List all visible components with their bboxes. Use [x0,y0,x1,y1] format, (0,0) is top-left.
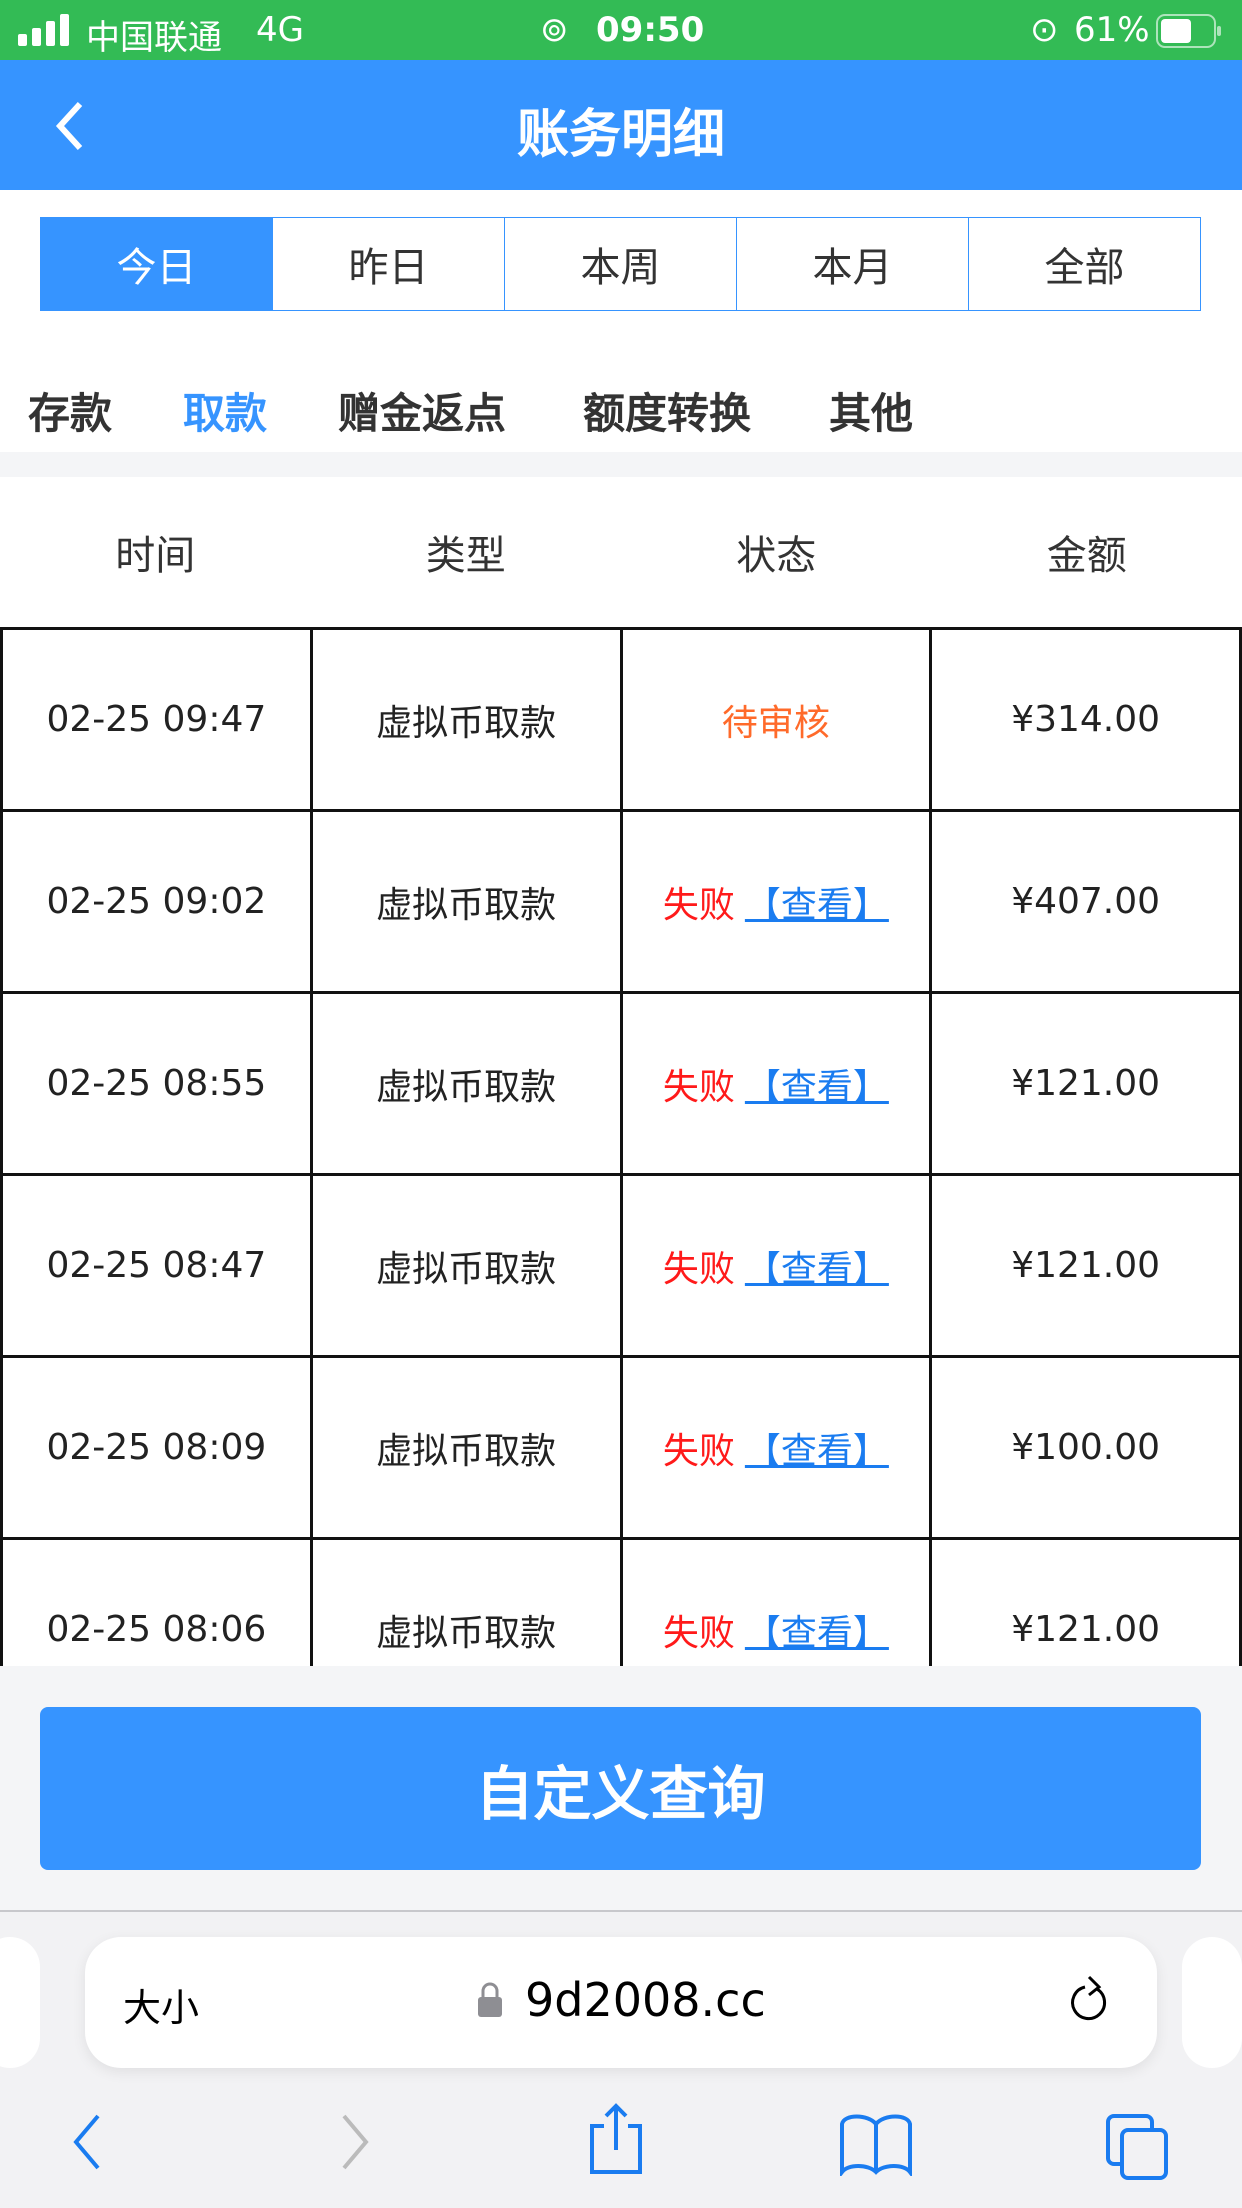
address-bar[interactable]: 大小 9d2008.cc [85,1937,1157,2068]
view-link[interactable]: 【查看】 [744,1248,889,1290]
custom-query-button[interactable]: 自定义查询 [40,1707,1201,1870]
table-row: 02-25 08:47 虚拟币取款 失败 【查看】 ¥121.00 [0,1173,1242,1358]
category-withdraw[interactable]: 取款 [183,389,268,438]
cell-type: 虚拟币取款 [309,809,623,994]
status-text: 失败 [662,884,735,926]
cell-status: 失败 【查看】 [619,1355,933,1540]
cell-status: 待审核 [619,627,933,812]
date-tabs: 今日 昨日 本周 本月 全部 [40,217,1201,311]
view-link[interactable]: 【查看】 [744,1066,889,1108]
app-header: 账务明细 [0,60,1242,190]
tab-yesterday[interactable]: 昨日 [272,218,504,310]
share-icon[interactable] [584,2102,648,2176]
cell-status: 失败 【查看】 [619,991,933,1176]
view-link[interactable]: 【查看】 [744,1612,889,1654]
lock-icon [478,1982,502,2017]
cell-time: 02-25 08:06 [0,1537,313,1666]
cell-amount: ¥407.00 [929,809,1242,994]
cell-amount: ¥314.00 [929,627,1242,812]
cell-time: 02-25 09:47 [0,627,313,812]
cell-time: 02-25 08:55 [0,991,313,1176]
back-icon[interactable] [50,98,90,154]
col-time: 时间 [115,533,196,579]
cell-status: 失败 【查看】 [619,809,933,994]
status-text: 失败 [662,1430,735,1472]
cell-amount: ¥121.00 [929,991,1242,1176]
status-bar: 中国联通 4G ⊚ 09:50 ⊙ 61% [0,0,1242,60]
forward-nav-icon[interactable] [336,2112,376,2172]
cell-time: 02-25 09:02 [0,809,313,994]
link-icon: ⊚ [540,10,569,50]
tab-month[interactable]: 本月 [736,218,968,310]
bottom-area: 自定义查询 [0,1666,1242,1911]
divider [0,452,1242,477]
status-text: 失败 [662,1066,735,1108]
clock: 09:50 [596,10,705,50]
category-deposit[interactable]: 存款 [28,389,113,438]
network: 4G [256,10,304,50]
carrier: 中国联通 [86,18,222,58]
table-row: 02-25 08:06 虚拟币取款 失败 【查看】 ¥121.00 [0,1537,1242,1666]
status-text: 失败 [662,1612,735,1654]
browser-bar: 大小 9d2008.cc [0,1910,1242,2208]
next-tab-preview[interactable] [1182,1937,1242,2068]
cell-type: 虚拟币取款 [309,1537,623,1666]
status-text: 待审核 [721,702,830,744]
text-size-button[interactable]: 大小 [123,1986,200,2030]
battery-icon [1156,14,1221,48]
col-type: 类型 [425,533,506,579]
cell-time: 02-25 08:47 [0,1173,313,1358]
table-row: 02-25 09:02 虚拟币取款 失败 【查看】 ¥407.00 [0,809,1242,994]
page-title: 账务明细 [516,105,725,165]
cell-amount: ¥121.00 [929,1173,1242,1358]
battery-percent: 61% [1074,10,1150,50]
bookmarks-icon[interactable] [838,2112,914,2176]
cell-type: 虚拟币取款 [309,1173,623,1358]
table-row: 02-25 08:55 虚拟币取款 失败 【查看】 ¥121.00 [0,991,1242,1176]
category-transfer[interactable]: 额度转换 [583,389,752,438]
table-header: 时间 类型 状态 金额 [0,477,1242,627]
rotation-lock-icon: ⊙ [1030,10,1059,50]
view-link[interactable]: 【查看】 [744,884,889,926]
table-row: 02-25 08:09 虚拟币取款 失败 【查看】 ¥100.00 [0,1355,1242,1540]
category-bonus[interactable]: 赠金返点 [338,389,507,438]
tab-all[interactable]: 全部 [968,218,1200,310]
tab-today[interactable]: 今日 [41,218,272,310]
cell-amount: ¥100.00 [929,1355,1242,1540]
back-nav-icon[interactable] [66,2112,106,2172]
reload-icon[interactable] [1065,1973,1115,2029]
cell-type: 虚拟币取款 [309,1355,623,1540]
signal-icon [18,14,69,46]
view-link[interactable]: 【查看】 [744,1430,889,1472]
col-status: 状态 [736,533,817,579]
tab-week[interactable]: 本周 [504,218,736,310]
cell-amount: ¥121.00 [929,1537,1242,1666]
url-domain: 9d2008.cc [525,1973,766,2027]
status-text: 失败 [662,1248,735,1290]
cell-type: 虚拟币取款 [309,991,623,1176]
records-table[interactable]: 02-25 09:47 虚拟币取款 待审核 ¥314.00 02-25 09:02 虚拟币… [0,627,1242,1666]
category-other[interactable]: 其他 [829,389,914,438]
cell-status: 失败 【查看】 [619,1173,933,1358]
col-amount: 金额 [1046,533,1127,579]
cell-status: 失败 【查看】 [619,1537,933,1666]
cell-time: 02-25 08:09 [0,1355,313,1540]
table-row: 02-25 09:47 虚拟币取款 待审核 ¥314.00 [0,627,1242,812]
cell-type: 虚拟币取款 [309,627,623,812]
prev-tab-preview[interactable] [0,1937,40,2068]
tabs-icon[interactable] [1104,2112,1172,2182]
